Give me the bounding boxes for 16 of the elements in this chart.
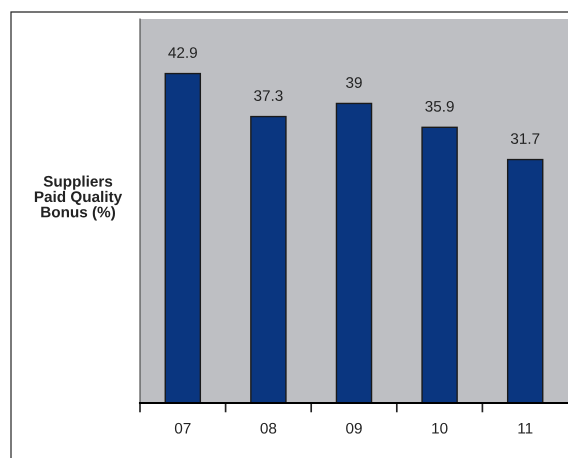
bar bbox=[250, 116, 287, 403]
data-label: 37.3 bbox=[254, 90, 283, 102]
x-tick-label: 08 bbox=[260, 422, 276, 434]
x-tick-label: 11 bbox=[518, 423, 532, 434]
bar bbox=[164, 72, 202, 403]
data-label: 35.9 bbox=[425, 100, 454, 112]
bar bbox=[506, 158, 544, 403]
bar bbox=[336, 102, 372, 403]
y-axis-title: Suppliers Paid Quality Bonus (%) bbox=[34, 176, 122, 220]
data-label: 42.9 bbox=[168, 47, 197, 58]
x-tick-label: 09 bbox=[346, 422, 362, 434]
data-label: 39 bbox=[346, 77, 362, 88]
x-tick-label: 10 bbox=[432, 422, 448, 434]
data-label: 31.7 bbox=[510, 133, 540, 144]
x-tick-label: 07 bbox=[174, 422, 191, 434]
bar bbox=[421, 126, 458, 403]
